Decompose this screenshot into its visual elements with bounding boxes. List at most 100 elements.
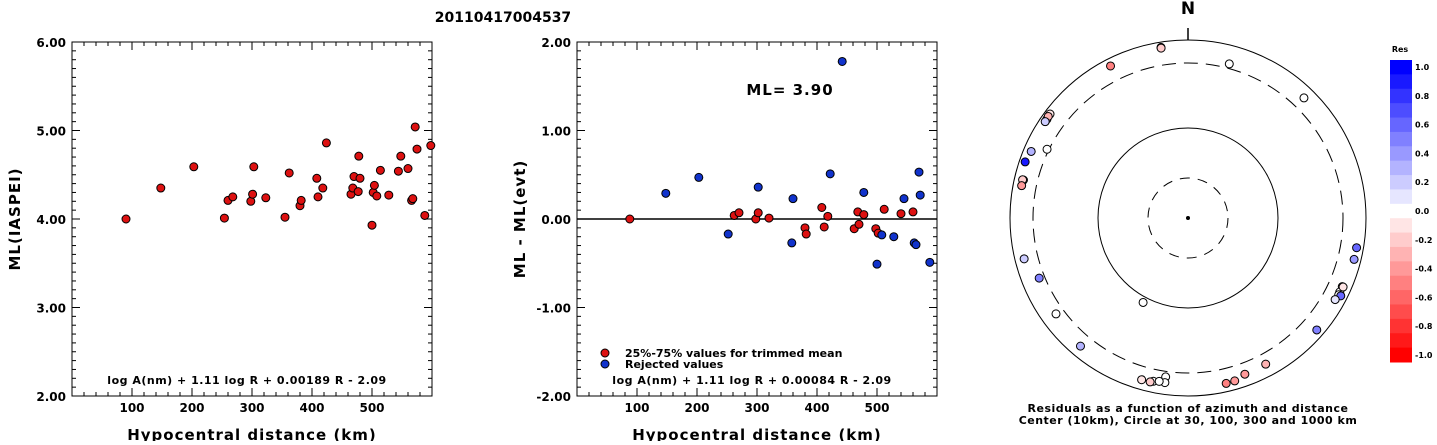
x-tick-label: 100 xyxy=(624,401,649,415)
data-point xyxy=(353,187,363,197)
data-point xyxy=(372,191,382,201)
azimuth-residual-polar-plot: N Residuals as a function of azimuth and … xyxy=(1009,0,1367,427)
data-point xyxy=(408,194,418,204)
station-marker xyxy=(1106,61,1116,71)
data-point xyxy=(261,193,271,203)
rejected-point xyxy=(859,187,869,197)
trimmed-mean-point xyxy=(908,207,918,217)
x-tick-label: 300 xyxy=(239,401,264,415)
formula-label: log A(nm) + 1.11 log R + 0.00189 R - 2.0… xyxy=(107,374,386,387)
colorbar-step xyxy=(1390,290,1412,305)
rejected-point xyxy=(787,238,797,248)
station-marker xyxy=(1075,341,1085,351)
colorbar-tick-label: 0.2 xyxy=(1415,178,1429,187)
station-marker xyxy=(1042,144,1052,154)
formula-label: log A(nm) + 1.11 log R + 0.00084 R - 2.0… xyxy=(612,374,891,387)
colorbar-title: Res xyxy=(1392,45,1409,54)
x-tick-label: 400 xyxy=(299,401,324,415)
data-point xyxy=(393,166,403,176)
station-marker xyxy=(1017,181,1027,191)
data-point xyxy=(403,164,413,174)
colorbar-step xyxy=(1390,232,1412,248)
data-point xyxy=(228,192,238,202)
colorbar-step xyxy=(1390,304,1412,320)
station-marker xyxy=(1221,378,1231,388)
colorbar-tick-label: -0.2 xyxy=(1415,236,1433,245)
colorbar-tick-label: 0.6 xyxy=(1415,121,1430,130)
y-tick-label: 6.00 xyxy=(36,36,66,50)
colorbar-tick-label: -1.0 xyxy=(1415,351,1433,360)
data-point xyxy=(396,151,406,161)
station-marker xyxy=(1034,273,1044,283)
data-point xyxy=(284,168,294,178)
residual-vs-distance-plot: 100 200 300 400 500 -2.00 -1.00 0.00 1.00 2.00 Hyp… xyxy=(511,36,938,444)
x-tick-label: 400 xyxy=(804,401,829,415)
legend-label: Rejected values xyxy=(625,358,724,371)
trimmed-mean-point xyxy=(764,213,774,223)
rejected-point xyxy=(837,56,847,66)
trimmed-mean-point xyxy=(823,211,833,221)
station-marker xyxy=(1330,295,1340,305)
y-tick-label: 1.00 xyxy=(541,125,571,139)
legend-marker xyxy=(600,359,610,369)
ml-value-label: ML= 3.90 xyxy=(746,81,833,99)
x-tick-label: 100 xyxy=(119,401,144,415)
station-marker xyxy=(1154,376,1164,386)
colorbar-step xyxy=(1390,246,1412,262)
north-label: N xyxy=(1181,0,1195,19)
data-point xyxy=(384,190,394,200)
colorbar-step xyxy=(1390,131,1412,147)
rejected-point xyxy=(694,172,704,182)
colorbar-step xyxy=(1390,261,1412,277)
rejected-point xyxy=(914,167,924,177)
station-marker xyxy=(1138,297,1148,307)
colorbar-step xyxy=(1390,218,1412,234)
x-tick-label: 500 xyxy=(359,401,384,415)
data-point xyxy=(321,138,331,148)
legend-label: 25%-75% values for trimmed mean xyxy=(625,347,842,360)
rejected-point xyxy=(872,259,882,269)
station-marker xyxy=(1338,282,1348,292)
x-axis-label: Hypocentral distance (km) xyxy=(632,426,882,441)
rejected-point xyxy=(661,188,671,198)
data-point xyxy=(219,213,229,223)
station-marker xyxy=(1020,157,1030,167)
x-tick-label: 500 xyxy=(864,401,889,415)
rejected-point xyxy=(911,240,921,250)
rejected-point xyxy=(825,169,835,179)
station-marker xyxy=(1312,325,1322,335)
ring-100km xyxy=(1097,127,1279,309)
colorbar-step xyxy=(1390,117,1412,133)
data-point xyxy=(375,165,385,175)
station-marker xyxy=(1019,254,1029,264)
chart-title: 20110417004537 xyxy=(435,10,571,26)
data-point xyxy=(312,173,322,183)
rejected-point xyxy=(915,190,925,200)
x-axis-label: Hypocentral distance (km) xyxy=(127,426,377,441)
colorbar-step xyxy=(1390,275,1412,291)
colorbar-tick-label: 0.8 xyxy=(1415,92,1430,101)
data-point xyxy=(296,195,306,205)
station-marker xyxy=(1261,359,1271,369)
trimmed-mean-point xyxy=(819,222,829,232)
colorbar-step xyxy=(1390,189,1412,205)
data-point xyxy=(354,151,364,161)
trimmed-mean-point xyxy=(801,229,811,239)
station-marker xyxy=(1051,309,1061,319)
data-point xyxy=(318,183,328,193)
residual-colorbar: Res 1.0 0.8 0.6 0.4 0.2 0.0 -0.2 -0.4 -0.6 -0.8 -1.… xyxy=(1390,45,1433,363)
station-marker xyxy=(1240,369,1250,379)
y-tick-label: -1.00 xyxy=(536,302,571,316)
trimmed-mean-point xyxy=(625,214,635,224)
data-point xyxy=(420,210,430,220)
rejected-point xyxy=(889,232,899,242)
colorbar-step xyxy=(1390,88,1412,104)
data-point xyxy=(121,214,131,224)
ring-300km xyxy=(1032,62,1344,374)
y-tick-label: 2.00 xyxy=(541,36,571,50)
colorbar-tick-label: -0.8 xyxy=(1415,322,1433,331)
station-marker xyxy=(1352,243,1362,253)
station-marker xyxy=(1040,117,1050,127)
